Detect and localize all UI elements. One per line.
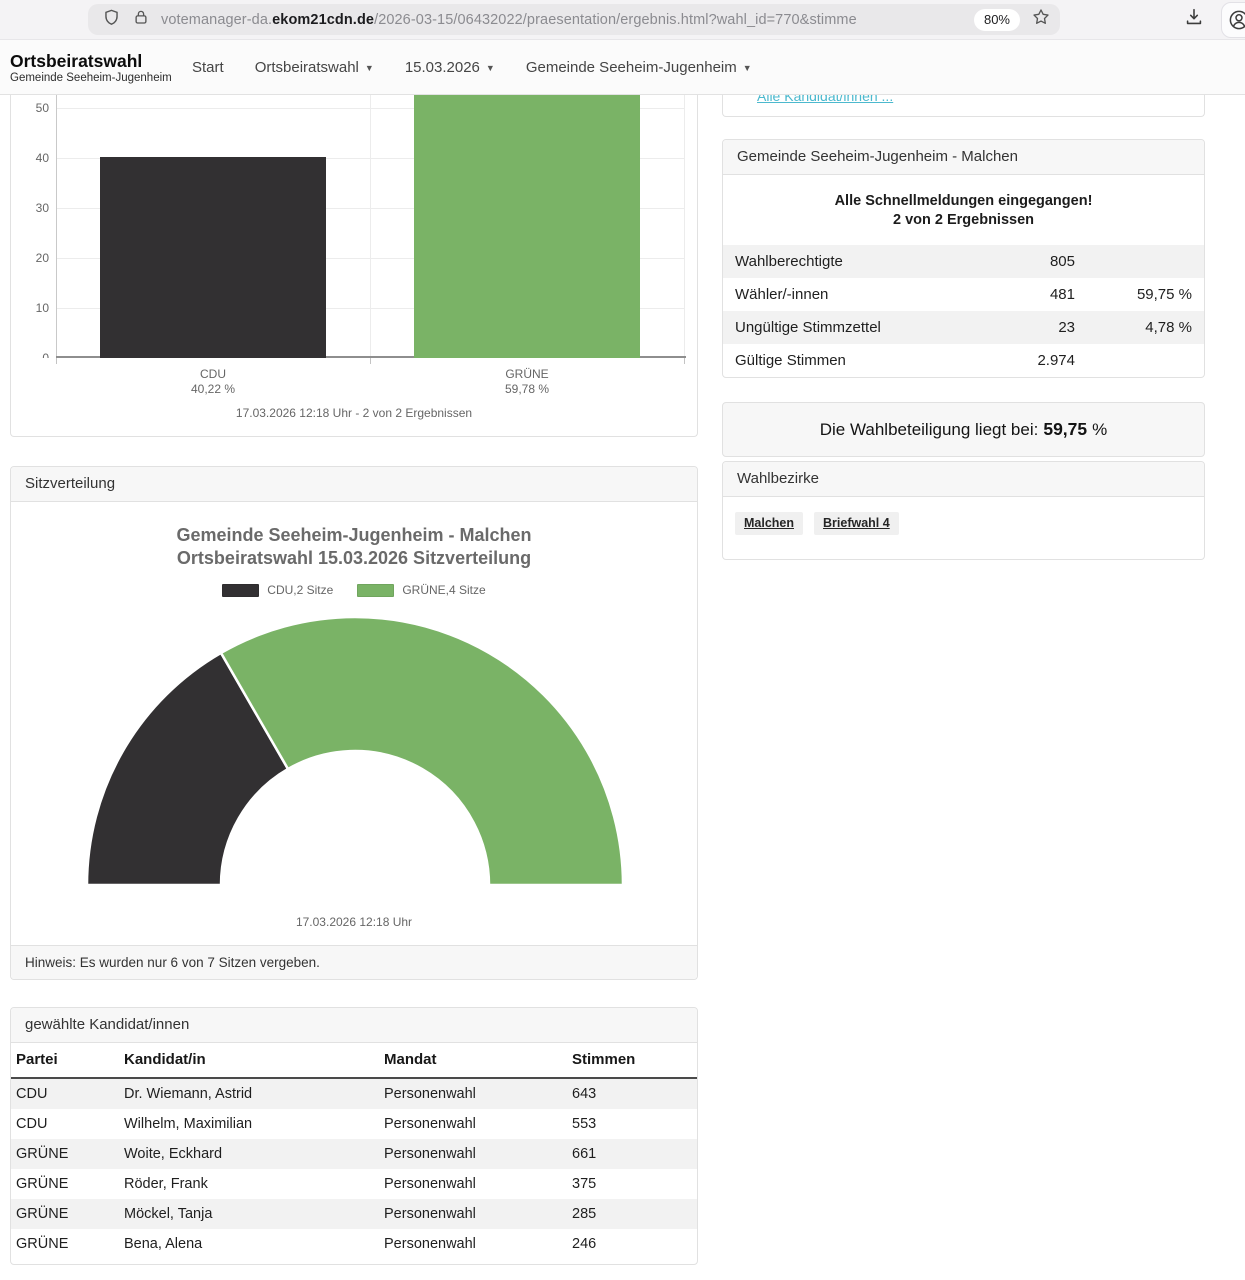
stat-row-3: Gültige Stimmen 2.974	[735, 352, 1075, 369]
candidates-card-header: gewählte Kandidat/innen	[11, 1008, 697, 1043]
nav-item-0[interactable]: Start	[192, 58, 224, 76]
stat-row-0: Wahlberechtigte 805	[723, 245, 1204, 278]
y-tick-0: 0	[42, 351, 49, 358]
candidates-table: Partei Kandidat/in Mandat Stimmen CDU Dr. Wie…	[11, 1043, 697, 1259]
column-header-mandat: Mandat	[380, 1043, 568, 1079]
site-brand: Ortsbeiratswahl Gemeinde Seeheim-Jugenhe…	[10, 51, 192, 84]
bar-chart: 0 10 20 30 40 50	[11, 95, 697, 358]
main-nav: Start Ortsbeiratswahl ▼ 15.03.2026 ▼ Gemeinde…	[192, 59, 752, 76]
all-candidates-link[interactable]: Alle Kandidat/innen ...	[757, 95, 894, 104]
page-zoom-badge[interactable]: 80%	[973, 8, 1020, 31]
address-text[interactable]: votemanager-da.ekom21cdn.de/2026-03-15/0…	[161, 11, 963, 28]
party-result-chart-card: 0 10 20 30 40 50 CDU 40,22 % GRÜNE 59,78 % 17.03…	[10, 95, 698, 437]
seat-chart-title: Gemeinde Seeheim-Jugenheim - Malchen Ort…	[176, 525, 532, 568]
x-label-CDU: CDU 40,22 %	[190, 367, 236, 396]
seat-note: Hinweis: Es wurden nur 6 von 7 Sitzen ve…	[11, 945, 697, 979]
bar-CDU	[100, 156, 326, 358]
x-label-GRÜNE: GRÜNE 59,78 %	[504, 367, 550, 396]
chevron-down-icon: ▼	[742, 63, 752, 73]
column-header-kandidat-in: Kandidat/in	[120, 1043, 380, 1079]
turnout-value: 59,75	[1043, 419, 1088, 439]
bar-GRÜNE	[414, 95, 640, 358]
chevron-down-icon: ▼	[364, 63, 374, 73]
browser-toolbar: votemanager-da.ekom21cdn.de/2026-03-15/0…	[0, 0, 1245, 40]
shield-icon[interactable]	[102, 8, 121, 32]
donut-slice-CDU	[85, 651, 290, 887]
turnout-text: Die Wahlbeteiligung liegt bei:	[819, 419, 1039, 439]
legend-swatch-CDU	[222, 583, 260, 597]
bar-chart-caption: 17.03.2026 12:18 Uhr - 2 von 2 Ergebniss…	[235, 406, 473, 420]
district-result-card: Gemeinde Seeheim-Jugenheim - Malchen All…	[722, 139, 1205, 378]
seat-chart-legend: CDU,2 Sitze GRÜNE,4 Sitze	[11, 583, 697, 597]
y-tick-50: 50	[35, 101, 49, 115]
table-row: GRÜNE Möckel, Tanja Personenwahl 285	[11, 1199, 697, 1229]
legend-item-CDU[interactable]: CDU,2 Sitze	[222, 583, 333, 597]
bookmark-star-icon[interactable]	[1031, 7, 1051, 32]
result-stats-table: Wahlberechtigte 805 Wähler/-innen 481 59,75 …	[723, 245, 1204, 377]
table-row: GRÜNE Röder, Frank Personenwahl 375	[16, 1176, 597, 1192]
y-tick-40: 40	[35, 151, 49, 165]
chevron-down-icon: ▼	[485, 63, 495, 73]
seat-donut-chart	[85, 615, 625, 887]
result-card-header: Gemeinde Seeheim-Jugenheim - Malchen	[723, 140, 1204, 175]
districts-card: Wahlbezirke Malchen Briefwahl 4	[722, 461, 1205, 560]
page-title: Ortsbeiratswahl	[10, 50, 143, 71]
download-icon[interactable]	[1183, 6, 1205, 33]
district-link-malchen[interactable]: Malchen	[735, 512, 804, 535]
page-subtitle: Gemeinde Seeheim-Jugenheim	[10, 71, 172, 84]
y-tick-10: 10	[35, 301, 49, 315]
seat-distribution-card: Sitzverteilung Gemeinde Seeheim-Jugenhei…	[10, 466, 698, 980]
district-links: Malchen Briefwahl 4	[723, 497, 1204, 559]
nav-item-3[interactable]: Gemeinde Seeheim-Jugenheim ▼	[525, 58, 752, 76]
y-tick-30: 30	[35, 201, 49, 215]
quick-report-status: Alle Schnellmeldungen eingegangen! 2 von…	[834, 193, 1093, 228]
nav-item-2[interactable]: 15.03.2026 ▼	[404, 58, 495, 76]
table-row: GRÜNE Bena, Alena Personenwahl 246	[16, 1236, 597, 1252]
table-row: GRÜNE Woite, Eckhard Personenwahl 661	[11, 1139, 697, 1169]
districts-card-header: Wahlbezirke	[723, 462, 1204, 497]
stat-row-2: Ungültige Stimmzettel 23 4,78 %	[723, 311, 1204, 344]
url-bar[interactable]: votemanager-da.ekom21cdn.de/2026-03-15/0…	[88, 4, 1060, 35]
seat-chart-caption: 17.03.2026 12:18 Uhr	[295, 915, 413, 929]
table-row: CDU Dr. Wiemann, Astrid Personenwahl 643	[11, 1078, 697, 1109]
column-header-stimmen: Stimmen	[568, 1043, 697, 1079]
seat-card-header: Sitzverteilung	[11, 467, 697, 502]
legend-swatch-GRÜNE	[357, 583, 395, 597]
district-link-briefwahl-4[interactable]: Briefwahl 4	[814, 512, 899, 535]
bar-chart-x-axis: CDU 40,22 % GRÜNE 59,78 %	[11, 358, 697, 398]
legend-item-GRÜNE[interactable]: GRÜNE,4 Sitze	[357, 583, 486, 597]
donut-slice-GRÜNE	[219, 615, 625, 887]
nav-item-1[interactable]: Ortsbeiratswahl ▼	[254, 58, 374, 76]
table-row: CDU Wilhelm, Maximilian Personenwahl 553	[16, 1116, 597, 1132]
lock-icon[interactable]	[132, 8, 150, 31]
clipped-candidates-card: Alle Kandidat/innen ...	[722, 95, 1205, 117]
turnout-card: Die Wahlbeteiligung liegt bei: 59,75 %	[722, 402, 1205, 457]
column-header-partei: Partei	[11, 1043, 120, 1079]
profile-button[interactable]	[1221, 1, 1245, 38]
site-header: Ortsbeiratswahl Gemeinde Seeheim-Jugenhe…	[0, 40, 1245, 95]
y-tick-20: 20	[35, 251, 49, 265]
stat-row-1: Wähler/-innen 481 59,75 %	[735, 286, 1192, 303]
elected-candidates-card: gewählte Kandidat/innen Partei Kandidat/i…	[10, 1007, 698, 1265]
